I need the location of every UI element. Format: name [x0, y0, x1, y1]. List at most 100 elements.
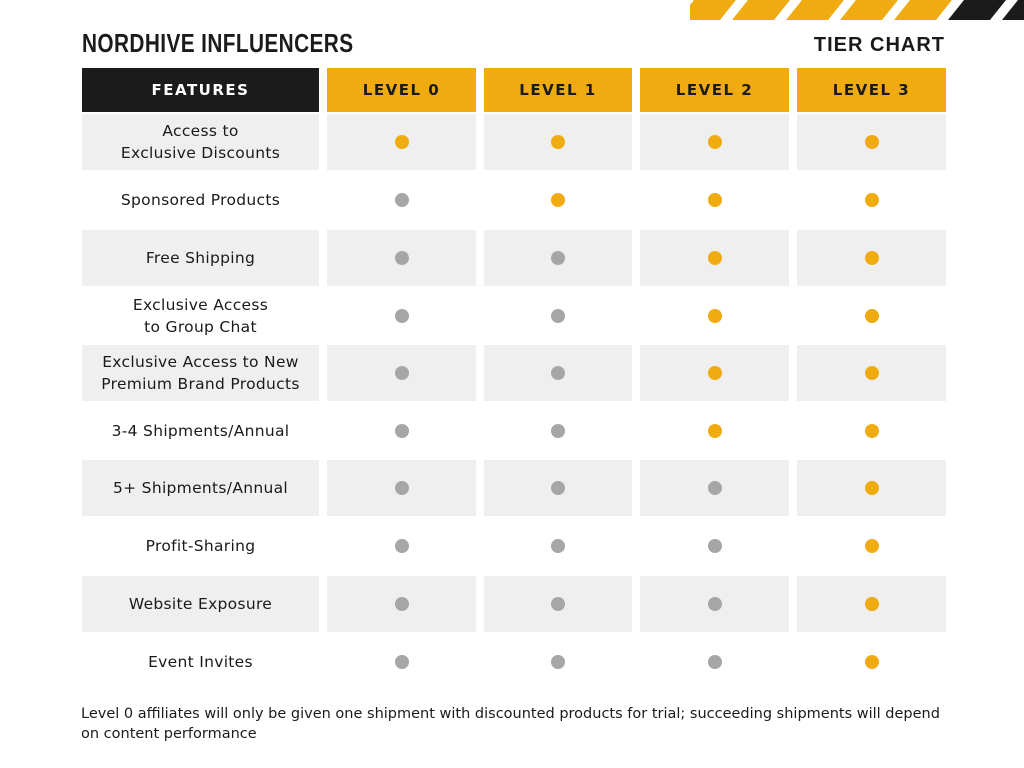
level-3-cell — [797, 403, 946, 459]
level-2-cell — [640, 345, 789, 401]
header-features: FEATURES — [82, 68, 319, 112]
table-row: Sponsored Products — [82, 172, 946, 228]
page-subtitle: TIER CHART — [813, 34, 945, 56]
not-included-dot-icon — [394, 655, 409, 669]
included-dot-icon — [707, 424, 722, 438]
level-2-cell — [640, 634, 789, 690]
header-level-0: LEVEL 0 — [327, 68, 476, 112]
header-level-3: LEVEL 3 — [797, 68, 946, 112]
included-dot-icon — [394, 135, 409, 149]
level-0-cell — [327, 172, 476, 228]
level-3-cell — [797, 288, 946, 344]
feature-label: 3-4 Shipments/Annual — [111, 422, 290, 440]
level-0-cell — [327, 230, 476, 286]
level-3-cell — [797, 345, 946, 401]
brand-title: NORDHIVE INFLUENCERS — [82, 28, 354, 58]
level-0-cell — [327, 288, 476, 344]
level-1-cell — [484, 114, 632, 170]
table-row: Profit-Sharing — [82, 518, 946, 574]
not-included-dot-icon — [551, 424, 565, 438]
level-0-cell — [327, 114, 476, 170]
level-2-cell — [640, 460, 789, 516]
included-dot-icon — [707, 135, 722, 149]
level-2-cell — [640, 230, 789, 286]
included-dot-icon — [864, 135, 879, 149]
table-header-row: FEATURES LEVEL 0 LEVEL 1 LEVEL 2 LEVEL 3 — [82, 68, 946, 112]
header-level-2: LEVEL 2 — [640, 68, 789, 112]
not-included-dot-icon — [394, 193, 409, 207]
not-included-dot-icon — [394, 481, 409, 495]
not-included-dot-icon — [551, 481, 565, 495]
table-row: Website Exposure — [82, 576, 946, 632]
header-level-1: LEVEL 1 — [484, 68, 632, 112]
level-1-cell — [484, 403, 632, 459]
table-row: 5+ Shipments/Annual — [82, 460, 946, 516]
feature-label: Sponsored Products — [120, 191, 281, 209]
included-dot-icon — [864, 193, 879, 207]
level-0-cell — [327, 345, 476, 401]
not-included-dot-icon — [394, 424, 409, 438]
not-included-dot-icon — [394, 309, 409, 323]
table-row: Exclusive Access to Group Chat — [82, 288, 946, 344]
table-row: Access to Exclusive Discounts — [82, 114, 946, 170]
level-2-cell — [640, 518, 789, 574]
table-row: 3-4 Shipments/Annual — [82, 403, 946, 459]
table-row: Exclusive Access to New Premium Brand Pr… — [82, 345, 946, 401]
included-dot-icon — [864, 251, 879, 265]
feature-label: Event Invites — [148, 653, 253, 671]
included-dot-icon — [551, 193, 565, 207]
not-included-dot-icon — [707, 597, 722, 611]
not-included-dot-icon — [551, 366, 565, 380]
included-dot-icon — [707, 251, 722, 265]
level-2-cell — [640, 576, 789, 632]
feature-label: Access to Exclusive Discounts — [82, 114, 319, 170]
included-dot-icon — [707, 193, 722, 207]
level-3-cell — [797, 634, 946, 690]
included-dot-icon — [864, 597, 879, 611]
not-included-dot-icon — [707, 655, 722, 669]
feature-label: Website Exposure — [82, 576, 319, 632]
level-0-cell — [327, 576, 476, 632]
level-3-cell — [797, 172, 946, 228]
level-1-cell — [484, 345, 632, 401]
level-1-cell — [484, 576, 632, 632]
not-included-dot-icon — [394, 539, 409, 553]
level-0-cell — [327, 634, 476, 690]
included-dot-icon — [707, 366, 722, 380]
not-included-dot-icon — [551, 597, 565, 611]
level-2-cell — [640, 288, 789, 344]
included-dot-icon — [551, 135, 565, 149]
included-dot-icon — [864, 655, 879, 669]
included-dot-icon — [707, 309, 722, 323]
level-1-cell — [484, 288, 632, 344]
included-dot-icon — [864, 424, 879, 438]
level-1-cell — [484, 518, 632, 574]
not-included-dot-icon — [707, 481, 722, 495]
hazard-stripes-decoration — [690, 0, 1024, 20]
level-3-cell — [797, 230, 946, 286]
footnote: Level 0 affiliates will only be given on… — [81, 706, 940, 742]
feature-label: Free Shipping — [82, 230, 319, 286]
table-row: Event Invites — [82, 634, 946, 690]
not-included-dot-icon — [551, 655, 565, 669]
level-0-cell — [327, 460, 476, 516]
level-1-cell — [484, 460, 632, 516]
table-row: Free Shipping — [82, 230, 946, 286]
not-included-dot-icon — [707, 539, 722, 553]
level-2-cell — [640, 114, 789, 170]
tier-table: FEATURES LEVEL 0 LEVEL 1 LEVEL 2 LEVEL 3… — [82, 68, 946, 694]
level-3-cell — [797, 460, 946, 516]
level-2-cell — [640, 172, 789, 228]
level-3-cell — [797, 576, 946, 632]
feature-label: Exclusive Access to Group Chat — [132, 296, 269, 336]
not-included-dot-icon — [394, 251, 409, 265]
not-included-dot-icon — [551, 309, 565, 323]
included-dot-icon — [864, 481, 879, 495]
not-included-dot-icon — [551, 539, 565, 553]
level-1-cell — [484, 634, 632, 690]
included-dot-icon — [864, 366, 879, 380]
level-1-cell — [484, 230, 632, 286]
feature-label: 5+ Shipments/Annual — [82, 460, 319, 516]
level-0-cell — [327, 518, 476, 574]
feature-label: Profit-Sharing — [145, 537, 256, 555]
